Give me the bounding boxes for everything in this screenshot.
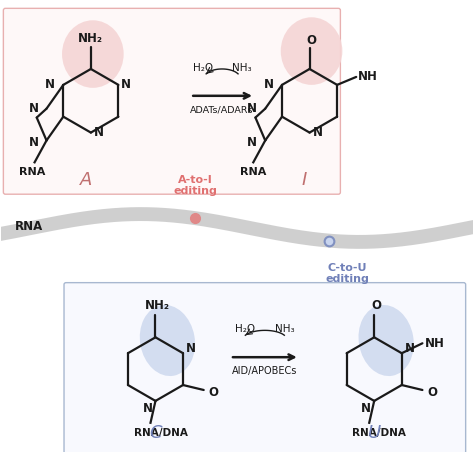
Text: H₂O: H₂O: [235, 324, 255, 334]
Text: N: N: [28, 102, 38, 115]
Text: O: O: [209, 386, 219, 400]
Text: H₂O: H₂O: [193, 63, 213, 73]
Text: N: N: [28, 136, 38, 149]
Text: I: I: [302, 171, 307, 189]
Text: AID/APOBECs: AID/APOBECs: [232, 366, 298, 376]
Text: RNA: RNA: [19, 167, 46, 177]
Text: N: N: [186, 342, 196, 355]
Text: U: U: [368, 424, 381, 442]
Text: RNA/DNA: RNA/DNA: [134, 428, 187, 438]
Text: O: O: [428, 386, 438, 400]
Ellipse shape: [140, 305, 195, 376]
Text: N: N: [121, 78, 131, 92]
Text: O: O: [307, 34, 317, 47]
Text: NH₂: NH₂: [145, 299, 170, 312]
Text: NH₃: NH₃: [232, 63, 252, 73]
Text: NH₂: NH₂: [78, 32, 103, 45]
Text: N: N: [312, 126, 322, 139]
Text: C: C: [149, 424, 162, 442]
Text: N: N: [46, 78, 55, 92]
Text: O: O: [371, 299, 381, 312]
Ellipse shape: [62, 20, 124, 88]
Text: N: N: [94, 126, 104, 139]
Text: NH₃: NH₃: [275, 324, 294, 334]
Text: N: N: [143, 402, 153, 415]
Text: RNA: RNA: [240, 167, 266, 177]
FancyBboxPatch shape: [3, 8, 340, 194]
FancyBboxPatch shape: [64, 283, 465, 453]
Ellipse shape: [358, 305, 414, 376]
Text: ADATs/ADARs: ADATs/ADARs: [191, 105, 254, 114]
Text: NH: NH: [358, 70, 378, 83]
Text: A-to-I
editing: A-to-I editing: [173, 175, 217, 196]
Text: C-to-U
editing: C-to-U editing: [326, 262, 369, 284]
Text: N: N: [361, 402, 371, 415]
Ellipse shape: [281, 17, 342, 85]
Text: RNA: RNA: [15, 220, 43, 232]
Text: N: N: [264, 78, 274, 92]
Text: A: A: [80, 171, 92, 189]
Text: N: N: [247, 102, 257, 115]
Text: NH: NH: [424, 337, 444, 350]
Text: N: N: [247, 136, 257, 149]
Text: RNA/DNA: RNA/DNA: [352, 428, 406, 438]
Text: N: N: [405, 342, 415, 355]
